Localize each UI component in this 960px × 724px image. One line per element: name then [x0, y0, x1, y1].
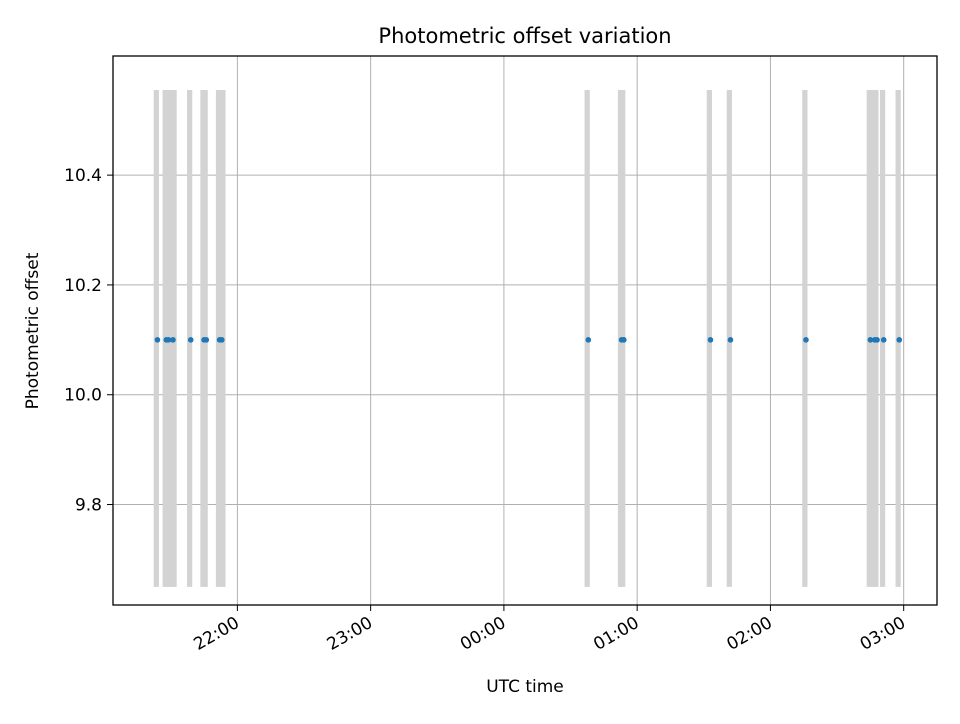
x-tick-label: 23:00 [324, 613, 376, 655]
data-point [203, 337, 210, 343]
data-point [867, 337, 874, 343]
data-point [874, 337, 880, 343]
data-point [727, 337, 734, 343]
data-point [896, 337, 903, 343]
x-tick-label: 02:00 [723, 613, 775, 655]
x-tick-label: 22:00 [190, 613, 242, 655]
exposure-bands [153, 90, 901, 587]
data-point [621, 337, 627, 343]
y-tick-label: 9.8 [75, 496, 102, 516]
data-point [219, 337, 225, 343]
x-axis-label: UTC time [486, 677, 564, 697]
data-point [187, 337, 194, 343]
data-point [154, 337, 161, 343]
data-point [165, 337, 172, 343]
data-point [170, 337, 176, 343]
chart-title: Photometric offset variation [378, 24, 671, 48]
data-point [880, 337, 887, 343]
x-tick-label: 03:00 [857, 613, 909, 655]
data-point [585, 337, 592, 343]
plot-frame [112, 55, 938, 606]
x-tick-label: 01:00 [590, 613, 642, 655]
data-point [707, 337, 714, 343]
data-point [803, 337, 809, 343]
x-tick-label: 00:00 [457, 613, 509, 655]
grid-layer [113, 56, 937, 605]
data-points [154, 337, 903, 343]
y-tick-label: 10.4 [64, 166, 102, 186]
y-axis-label: Photometric offset [23, 252, 43, 409]
y-tick-label: 10.0 [64, 386, 102, 406]
y-tick-label: 10.2 [64, 276, 102, 296]
